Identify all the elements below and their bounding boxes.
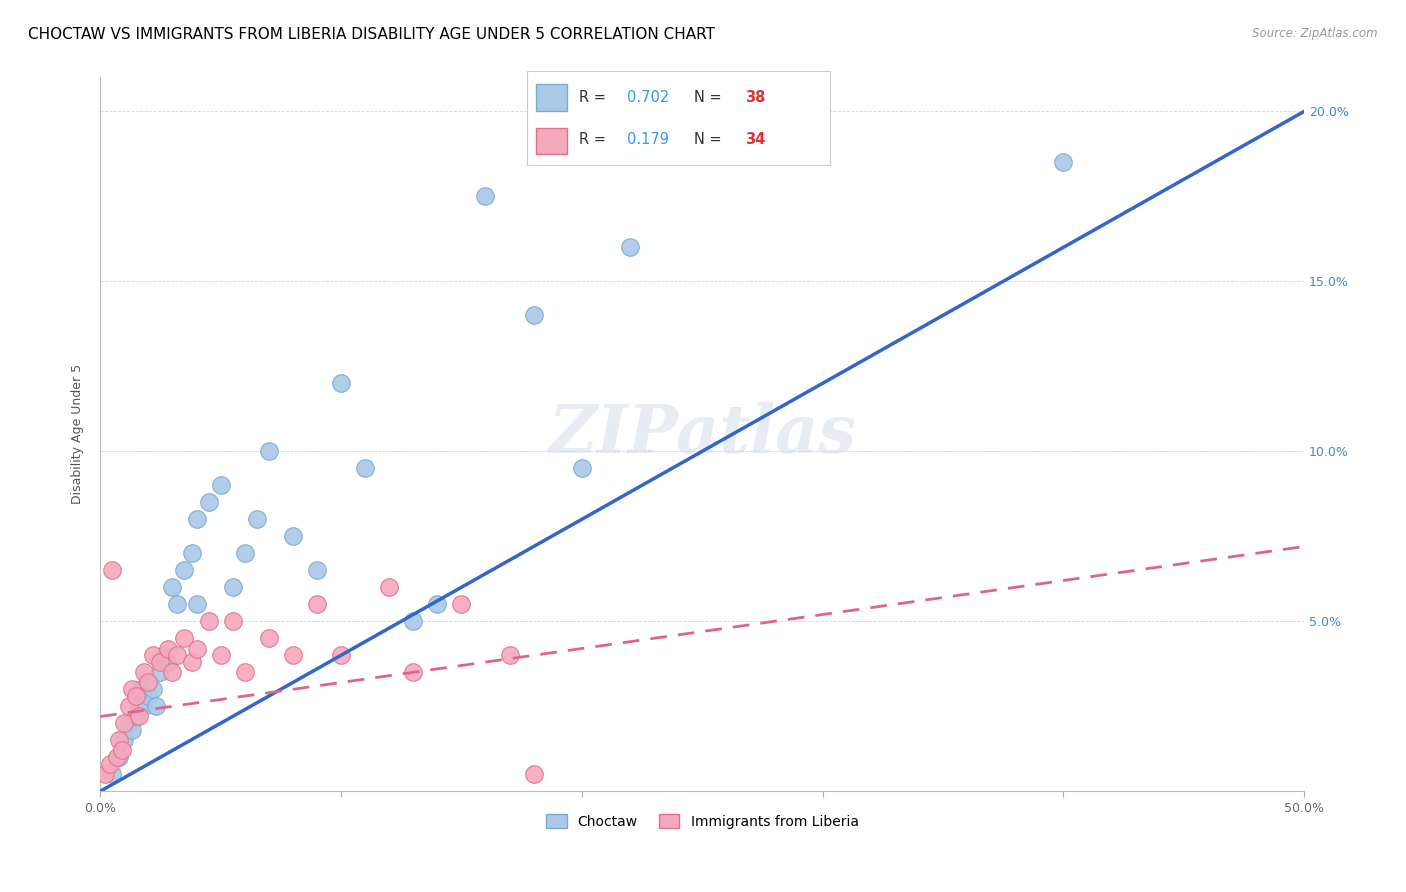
Point bbox=[112, 716, 135, 731]
Point bbox=[166, 648, 188, 663]
Y-axis label: Disability Age Under 5: Disability Age Under 5 bbox=[72, 364, 84, 504]
Point bbox=[378, 580, 401, 594]
Point bbox=[142, 648, 165, 663]
Text: R =: R = bbox=[579, 89, 610, 104]
Text: N =: N = bbox=[693, 89, 725, 104]
Text: Source: ZipAtlas.com: Source: ZipAtlas.com bbox=[1253, 27, 1378, 40]
Point bbox=[125, 709, 148, 723]
Point bbox=[523, 309, 546, 323]
Text: 34: 34 bbox=[745, 132, 765, 147]
FancyBboxPatch shape bbox=[536, 85, 567, 111]
Point bbox=[173, 563, 195, 577]
Text: 0.702: 0.702 bbox=[627, 89, 669, 104]
Point bbox=[426, 597, 449, 611]
Point bbox=[108, 750, 131, 764]
Text: 0.179: 0.179 bbox=[627, 132, 669, 147]
Point bbox=[145, 699, 167, 714]
Legend: Choctaw, Immigrants from Liberia: Choctaw, Immigrants from Liberia bbox=[540, 808, 865, 834]
Point bbox=[112, 733, 135, 747]
Point bbox=[105, 750, 128, 764]
Point bbox=[246, 512, 269, 526]
Point bbox=[166, 597, 188, 611]
Point bbox=[94, 767, 117, 781]
Point bbox=[305, 597, 328, 611]
Point bbox=[571, 461, 593, 475]
Point bbox=[1052, 155, 1074, 169]
Point bbox=[128, 699, 150, 714]
FancyBboxPatch shape bbox=[536, 128, 567, 153]
Point bbox=[450, 597, 472, 611]
Point bbox=[209, 648, 232, 663]
Point bbox=[132, 699, 155, 714]
Point bbox=[138, 675, 160, 690]
Point bbox=[156, 641, 179, 656]
Point bbox=[142, 682, 165, 697]
Point bbox=[186, 512, 208, 526]
Text: 38: 38 bbox=[745, 89, 765, 104]
Point bbox=[281, 648, 304, 663]
Point bbox=[173, 632, 195, 646]
Point bbox=[402, 665, 425, 680]
Point bbox=[155, 648, 177, 663]
Point bbox=[111, 743, 134, 757]
Point bbox=[305, 563, 328, 577]
Point bbox=[474, 189, 496, 203]
Point bbox=[197, 615, 219, 629]
Point bbox=[121, 723, 143, 737]
Point bbox=[108, 733, 131, 747]
Point bbox=[101, 767, 124, 781]
Point bbox=[330, 648, 353, 663]
Point bbox=[257, 632, 280, 646]
Point bbox=[125, 689, 148, 703]
Point bbox=[162, 580, 184, 594]
Point bbox=[197, 495, 219, 509]
Point bbox=[523, 767, 546, 781]
Text: CHOCTAW VS IMMIGRANTS FROM LIBERIA DISABILITY AGE UNDER 5 CORRELATION CHART: CHOCTAW VS IMMIGRANTS FROM LIBERIA DISAB… bbox=[28, 27, 716, 42]
Point bbox=[619, 240, 641, 254]
Point bbox=[186, 597, 208, 611]
Point bbox=[149, 665, 172, 680]
Point bbox=[149, 655, 172, 669]
Point bbox=[180, 546, 202, 560]
Point bbox=[354, 461, 377, 475]
Point bbox=[257, 444, 280, 458]
Point bbox=[498, 648, 520, 663]
Point bbox=[128, 709, 150, 723]
Point bbox=[233, 546, 256, 560]
Point bbox=[156, 655, 179, 669]
Point bbox=[101, 563, 124, 577]
Point bbox=[330, 376, 353, 391]
Point bbox=[221, 615, 243, 629]
Point bbox=[132, 665, 155, 680]
Point bbox=[209, 478, 232, 492]
Point bbox=[118, 716, 141, 731]
Text: ZIPatlas: ZIPatlas bbox=[548, 402, 856, 467]
Point bbox=[98, 757, 121, 772]
Point bbox=[121, 682, 143, 697]
Point bbox=[129, 682, 152, 697]
Point bbox=[162, 665, 184, 680]
Point bbox=[138, 689, 160, 703]
Point bbox=[281, 529, 304, 543]
Point bbox=[233, 665, 256, 680]
Point bbox=[180, 655, 202, 669]
Point bbox=[186, 641, 208, 656]
Text: N =: N = bbox=[693, 132, 725, 147]
Point bbox=[118, 699, 141, 714]
Point bbox=[221, 580, 243, 594]
Point bbox=[402, 615, 425, 629]
Text: R =: R = bbox=[579, 132, 610, 147]
